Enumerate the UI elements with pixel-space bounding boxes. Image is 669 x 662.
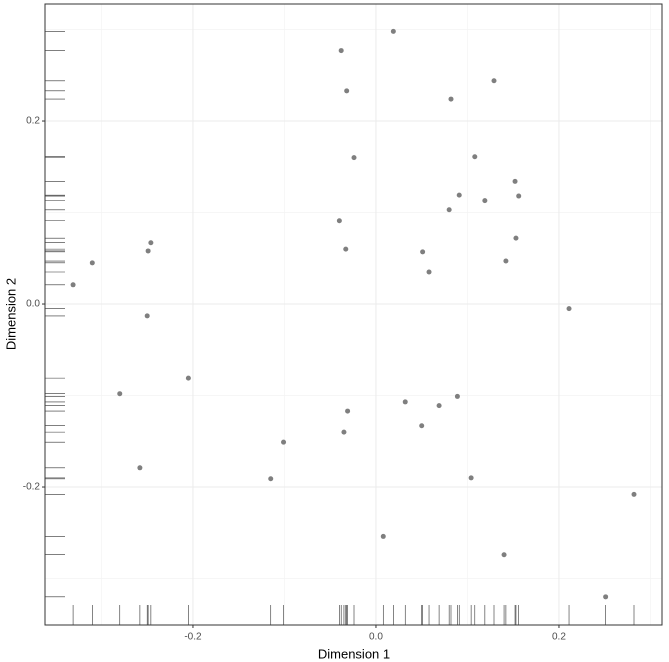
point: [338, 48, 344, 54]
x-tick-label: -0.2: [184, 632, 202, 643]
point: [117, 391, 123, 397]
point: [436, 403, 442, 409]
point: [144, 313, 150, 319]
y-tick-label: -0.2: [23, 482, 41, 493]
point: [456, 192, 462, 198]
point: [513, 235, 519, 241]
point: [472, 154, 478, 160]
y-axis-title: Dimension 2: [3, 278, 18, 350]
point: [631, 491, 637, 497]
point: [482, 198, 488, 204]
point: [380, 533, 386, 539]
point: [345, 408, 351, 414]
point: [343, 246, 349, 252]
point: [268, 476, 274, 482]
point: [70, 282, 76, 288]
point: [344, 88, 350, 94]
point: [89, 260, 95, 266]
point: [402, 399, 408, 405]
point: [420, 249, 426, 255]
point: [419, 423, 425, 429]
point: [491, 78, 497, 84]
point: [185, 375, 191, 381]
point: [390, 28, 396, 34]
point: [468, 475, 474, 481]
point: [603, 594, 609, 600]
point: [281, 439, 287, 445]
x-tick-label: 0.2: [552, 632, 566, 643]
point: [566, 306, 572, 312]
point: [148, 240, 154, 246]
point: [503, 258, 509, 264]
point: [336, 218, 342, 224]
panel-border: [44, 3, 663, 626]
y-tick-label: 0.0: [26, 299, 40, 310]
point: [341, 429, 347, 435]
point: [446, 207, 452, 213]
y-tick-label: 0.2: [26, 116, 40, 127]
point: [426, 269, 432, 275]
point: [501, 552, 507, 558]
x-axis-title: Dimension 1: [318, 646, 390, 661]
point: [351, 155, 357, 161]
point: [516, 193, 522, 199]
point: [512, 178, 518, 184]
x-tick-label: 0.0: [369, 632, 383, 643]
point: [448, 96, 454, 102]
point: [137, 465, 143, 471]
point: [145, 248, 151, 254]
point: [454, 393, 460, 399]
